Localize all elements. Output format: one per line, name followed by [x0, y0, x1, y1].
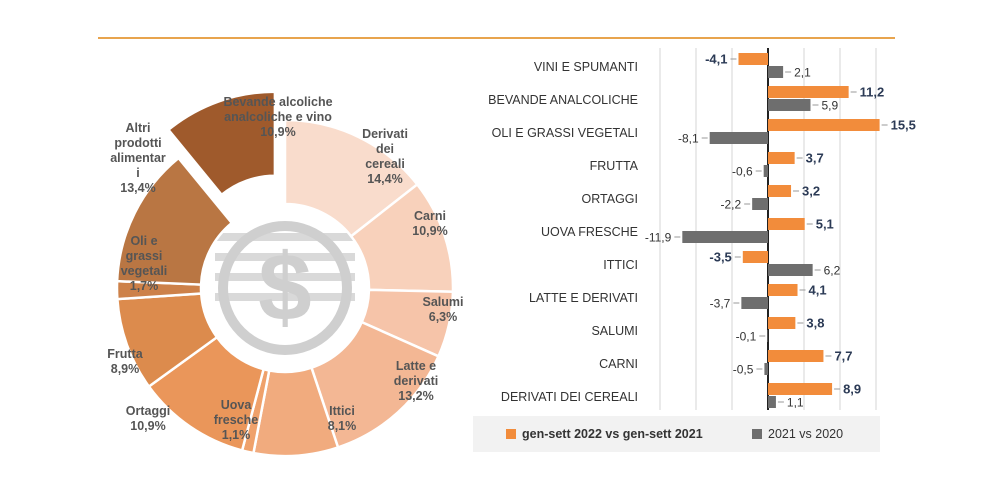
dollar-icon: $ [215, 221, 355, 355]
category-label-ortaggi: ORTAGGI [582, 192, 639, 206]
bar-2022-latte-e-derivati [768, 284, 798, 296]
value-2021-frutta: -0,6 [732, 165, 753, 179]
label-uova-fresche: Uova fresche 1,1% [214, 398, 259, 442]
value-2021-uova-fresche: -11,9 [645, 231, 672, 245]
bar-2022-bevande-analcoliche [768, 86, 849, 98]
bar-2022-salumi [768, 317, 796, 329]
bar-2022-carni [768, 350, 824, 362]
category-label-derivati-dei-cereali: DERIVATI DEI CEREALI [501, 390, 638, 404]
value-2022-vini-e-spumanti: -4,1 [705, 52, 727, 67]
legend: gen-sett 2022 vs gen-sett 2021 2021 vs 20… [506, 427, 843, 441]
label-salumi: Salumi 6,3% [423, 295, 464, 324]
label-latte-e-derivati: Latte e derivati 13,2% [394, 359, 438, 403]
donut-chart: $ Derivati dei cereali 14,4%Carni 10,9% Salum… [107, 90, 464, 458]
bar-2021-oli-e-grassi-vegetali [709, 132, 768, 144]
slice-altri-prodotti-alimentari [115, 156, 234, 286]
category-label-frutta: FRUTTA [590, 159, 639, 173]
legend-label-2022: gen-sett 2022 vs gen-sett 2021 [522, 427, 703, 441]
label-carni: Carni 10,9% [412, 209, 447, 238]
value-2022-latte-e-derivati: 4,1 [809, 283, 827, 298]
legend-background [473, 416, 880, 452]
bar-2021-ortaggi [752, 198, 768, 210]
bar-2022-vini-e-spumanti [738, 53, 768, 65]
value-2022-uova-fresche: 5,1 [816, 217, 834, 232]
label-oli-e-grassi-vegetali: Oli e grassi vegetali 1,7% [121, 234, 168, 293]
bar-2021-ittici [768, 264, 813, 276]
value-2021-ittici: 6,2 [824, 264, 841, 278]
label-derivati-dei-cereali: Derivati dei cereali 14,4% [362, 127, 408, 186]
bar-2022-ittici [742, 251, 768, 263]
label-bevande-alcoliche-analcoliche-e-vino: Bevande alcoliche analcoliche e vino 10,9% [223, 95, 332, 139]
value-2021-bevande-analcoliche: 5,9 [821, 99, 838, 113]
category-label-oli-e-grassi-vegetali: OLI E GRASSI VEGETALI [492, 126, 638, 140]
category-label-uova-fresche: UOVA FRESCHE [541, 225, 638, 239]
bar-2021-vini-e-spumanti [768, 66, 784, 78]
bar-2021-bevande-analcoliche [768, 99, 811, 111]
value-2021-latte-e-derivati: -3,7 [710, 297, 731, 311]
value-2022-ortaggi: 3,2 [802, 184, 820, 199]
bar-2022-uova-fresche [768, 218, 805, 230]
value-2022-ittici: -3,5 [709, 250, 731, 265]
label-altri-prodotti-alimentari: Altri prodotti alimentar i 13,4% [110, 121, 166, 195]
bar-2021-salumi [767, 330, 769, 342]
value-2021-derivati-dei-cereali: 1,1 [787, 396, 804, 410]
category-label-salumi: SALUMI [591, 324, 638, 338]
bar-2021-frutta [763, 165, 768, 177]
label-frutta: Frutta 8,9% [107, 347, 143, 376]
slice-derivati-dei-cereali [283, 118, 420, 238]
value-2022-derivati-dei-cereali: 8,9 [843, 382, 861, 397]
label-ortaggi: Ortaggi 10,9% [126, 404, 170, 433]
label-ittici: Ittici 8,1% [328, 404, 357, 433]
bar-2022-oli-e-grassi-vegetali [768, 119, 880, 131]
bar-2022-derivati-dei-cereali [768, 383, 833, 395]
value-2021-salumi: -0,1 [736, 330, 757, 344]
value-2022-bevande-analcoliche: 11,2 [860, 85, 885, 100]
svg-text:$: $ [258, 234, 311, 341]
bar-2021-carni [764, 363, 768, 375]
category-label-carni: CARNI [599, 357, 638, 371]
bar-2021-latte-e-derivati [741, 297, 768, 309]
legend-label-2021: 2021 vs 2020 [768, 427, 843, 441]
bar-2021-derivati-dei-cereali [768, 396, 776, 408]
top-accent-line [98, 37, 895, 39]
category-label-vini-e-spumanti: VINI E SPUMANTI [534, 60, 638, 74]
value-2021-vini-e-spumanti: 2,1 [794, 66, 811, 80]
category-label-ittici: ITTICI [603, 258, 638, 272]
bar-2022-ortaggi [768, 185, 792, 197]
legend-swatch-2022 [506, 429, 516, 439]
value-2022-frutta: 3,7 [806, 151, 824, 166]
bar-2022-frutta [768, 152, 795, 164]
slice-bevande-alcoliche-analcoliche-e-vino [166, 90, 277, 197]
category-label-latte-e-derivati: LATTE E DERIVATI [529, 291, 638, 305]
value-2022-salumi: 3,8 [806, 316, 824, 331]
legend-swatch-2021 [752, 429, 762, 439]
bar-2021-uova-fresche [682, 231, 768, 243]
value-2021-carni: -0,5 [733, 363, 754, 377]
category-label-bevande-analcoliche: BEVANDE ANALCOLICHE [488, 93, 638, 107]
value-2022-carni: 7,7 [834, 349, 852, 364]
value-2022-oli-e-grassi-vegetali: 15,5 [891, 118, 916, 133]
value-2021-ortaggi: -2,2 [720, 198, 741, 212]
value-2021-oli-e-grassi-vegetali: -8,1 [678, 132, 699, 146]
